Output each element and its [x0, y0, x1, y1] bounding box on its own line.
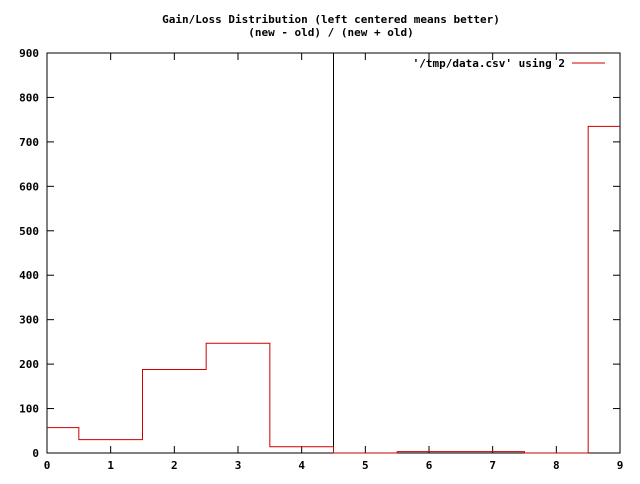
x-tick-label: 3	[235, 459, 242, 472]
axes: 0 100 200 300 400 500 600 700 800 900 0 1 2 3 4 5 6 7 8 9	[19, 47, 623, 472]
x-tick-label: 8	[553, 459, 560, 472]
y-tick-label: 400	[19, 269, 39, 282]
x-tick-label: 2	[171, 459, 178, 472]
series-step-line	[47, 125, 620, 454]
y-tick-label: 100	[19, 403, 39, 416]
x-tick-label: 6	[426, 459, 433, 472]
legend: '/tmp/data.csv' using 2	[413, 57, 605, 70]
y-tick-label: 500	[19, 225, 39, 238]
chart-subtitle: (new - old) / (new + old)	[248, 26, 414, 39]
x-tick-label: 7	[489, 459, 496, 472]
series-layer	[47, 125, 620, 454]
x-tick-label: 9	[617, 459, 624, 472]
series-group	[47, 125, 620, 454]
y-tick-label: 800	[19, 91, 39, 104]
x-tick-label: 1	[107, 459, 114, 472]
x-tick-label: 4	[298, 459, 305, 472]
y-tick-label: 300	[19, 314, 39, 327]
y-tick-label: 200	[19, 358, 39, 371]
x-tick-label: 5	[362, 459, 369, 472]
y-tick-label: 600	[19, 180, 39, 193]
y-tick-label: 900	[19, 47, 39, 60]
legend-label: '/tmp/data.csv' using 2	[413, 57, 565, 70]
y-tick-label: 700	[19, 136, 39, 149]
chart-title: Gain/Loss Distribution (left centered me…	[162, 13, 500, 26]
y-tick-label: 0	[32, 447, 39, 460]
x-tick-label: 0	[44, 459, 51, 472]
